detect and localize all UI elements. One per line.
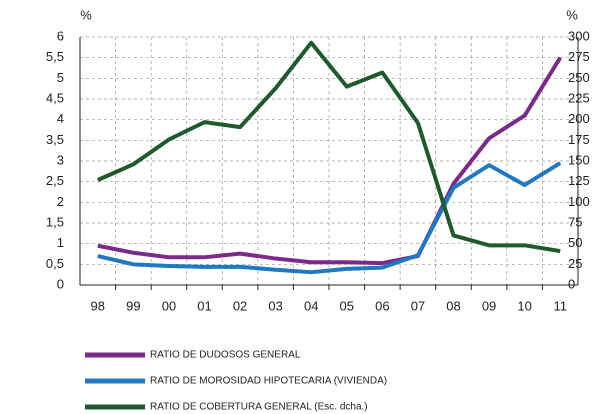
y2-tick-label: 175 xyxy=(568,132,590,147)
y2-tick-label: 200 xyxy=(568,111,590,126)
y-tick-label: 4,5 xyxy=(46,90,64,105)
y-tick-label: 4 xyxy=(57,111,64,126)
x-tick-label: 10 xyxy=(517,298,531,313)
y-tick-label: 0 xyxy=(57,276,64,291)
y2-tick-label: 75 xyxy=(568,214,582,229)
y2-tick-label: 0 xyxy=(568,276,575,291)
y-tick-label: 1 xyxy=(57,235,64,250)
y2-tick-label: 225 xyxy=(568,90,590,105)
y-tick-label: 6 xyxy=(57,28,64,43)
y2-tick-label: 125 xyxy=(568,173,590,188)
x-tick-label: 09 xyxy=(482,298,496,313)
x-tick-label: 03 xyxy=(268,298,282,313)
legend-label: RATIO DE COBERTURA GENERAL (Esc. dcha.) xyxy=(150,402,368,413)
y2-tick-label: 300 xyxy=(568,28,590,43)
legend-label: RATIO DE DUDOSOS GENERAL xyxy=(150,350,301,361)
x-tick-label: 99 xyxy=(126,298,140,313)
series-line xyxy=(96,40,561,254)
y2-tick-label: 100 xyxy=(568,194,590,209)
y-tick-label: 2 xyxy=(57,194,64,209)
y2-tick-label: 250 xyxy=(568,70,590,85)
x-tick-label: 08 xyxy=(446,298,460,313)
x-tick-label: 05 xyxy=(340,298,354,313)
y-axis-label: % xyxy=(80,7,92,22)
y2-tick-label: 50 xyxy=(568,235,582,250)
series-line xyxy=(97,161,562,275)
y-tick-label: 3,5 xyxy=(46,132,64,147)
x-tick-label: 06 xyxy=(375,298,389,313)
y-tick-label: 1,5 xyxy=(46,214,64,229)
y2-tick-label: 150 xyxy=(568,152,590,167)
y-tick-label: 0,5 xyxy=(46,256,64,271)
y-tick-label: 2,5 xyxy=(46,173,64,188)
x-tick-label: 04 xyxy=(304,298,318,313)
series-line xyxy=(97,56,562,266)
y2-tick-label: 275 xyxy=(568,49,590,64)
x-tick-label: 00 xyxy=(162,298,176,313)
y2-tick-label: 25 xyxy=(568,256,582,271)
x-tick-label: 98 xyxy=(91,298,105,313)
y-tick-label: 5,5 xyxy=(46,49,64,64)
y2-axis-label: % xyxy=(566,7,578,22)
x-tick-label: 11 xyxy=(553,298,567,313)
y-tick-label: 3 xyxy=(57,152,64,167)
legend-label: RATIO DE MOROSIDAD HIPOTECARIA (VIVIENDA… xyxy=(150,376,387,387)
x-tick-label: 01 xyxy=(197,298,211,313)
x-tick-label: 02 xyxy=(233,298,247,313)
x-tick-label: 07 xyxy=(411,298,425,313)
y-tick-label: 5 xyxy=(57,70,64,85)
